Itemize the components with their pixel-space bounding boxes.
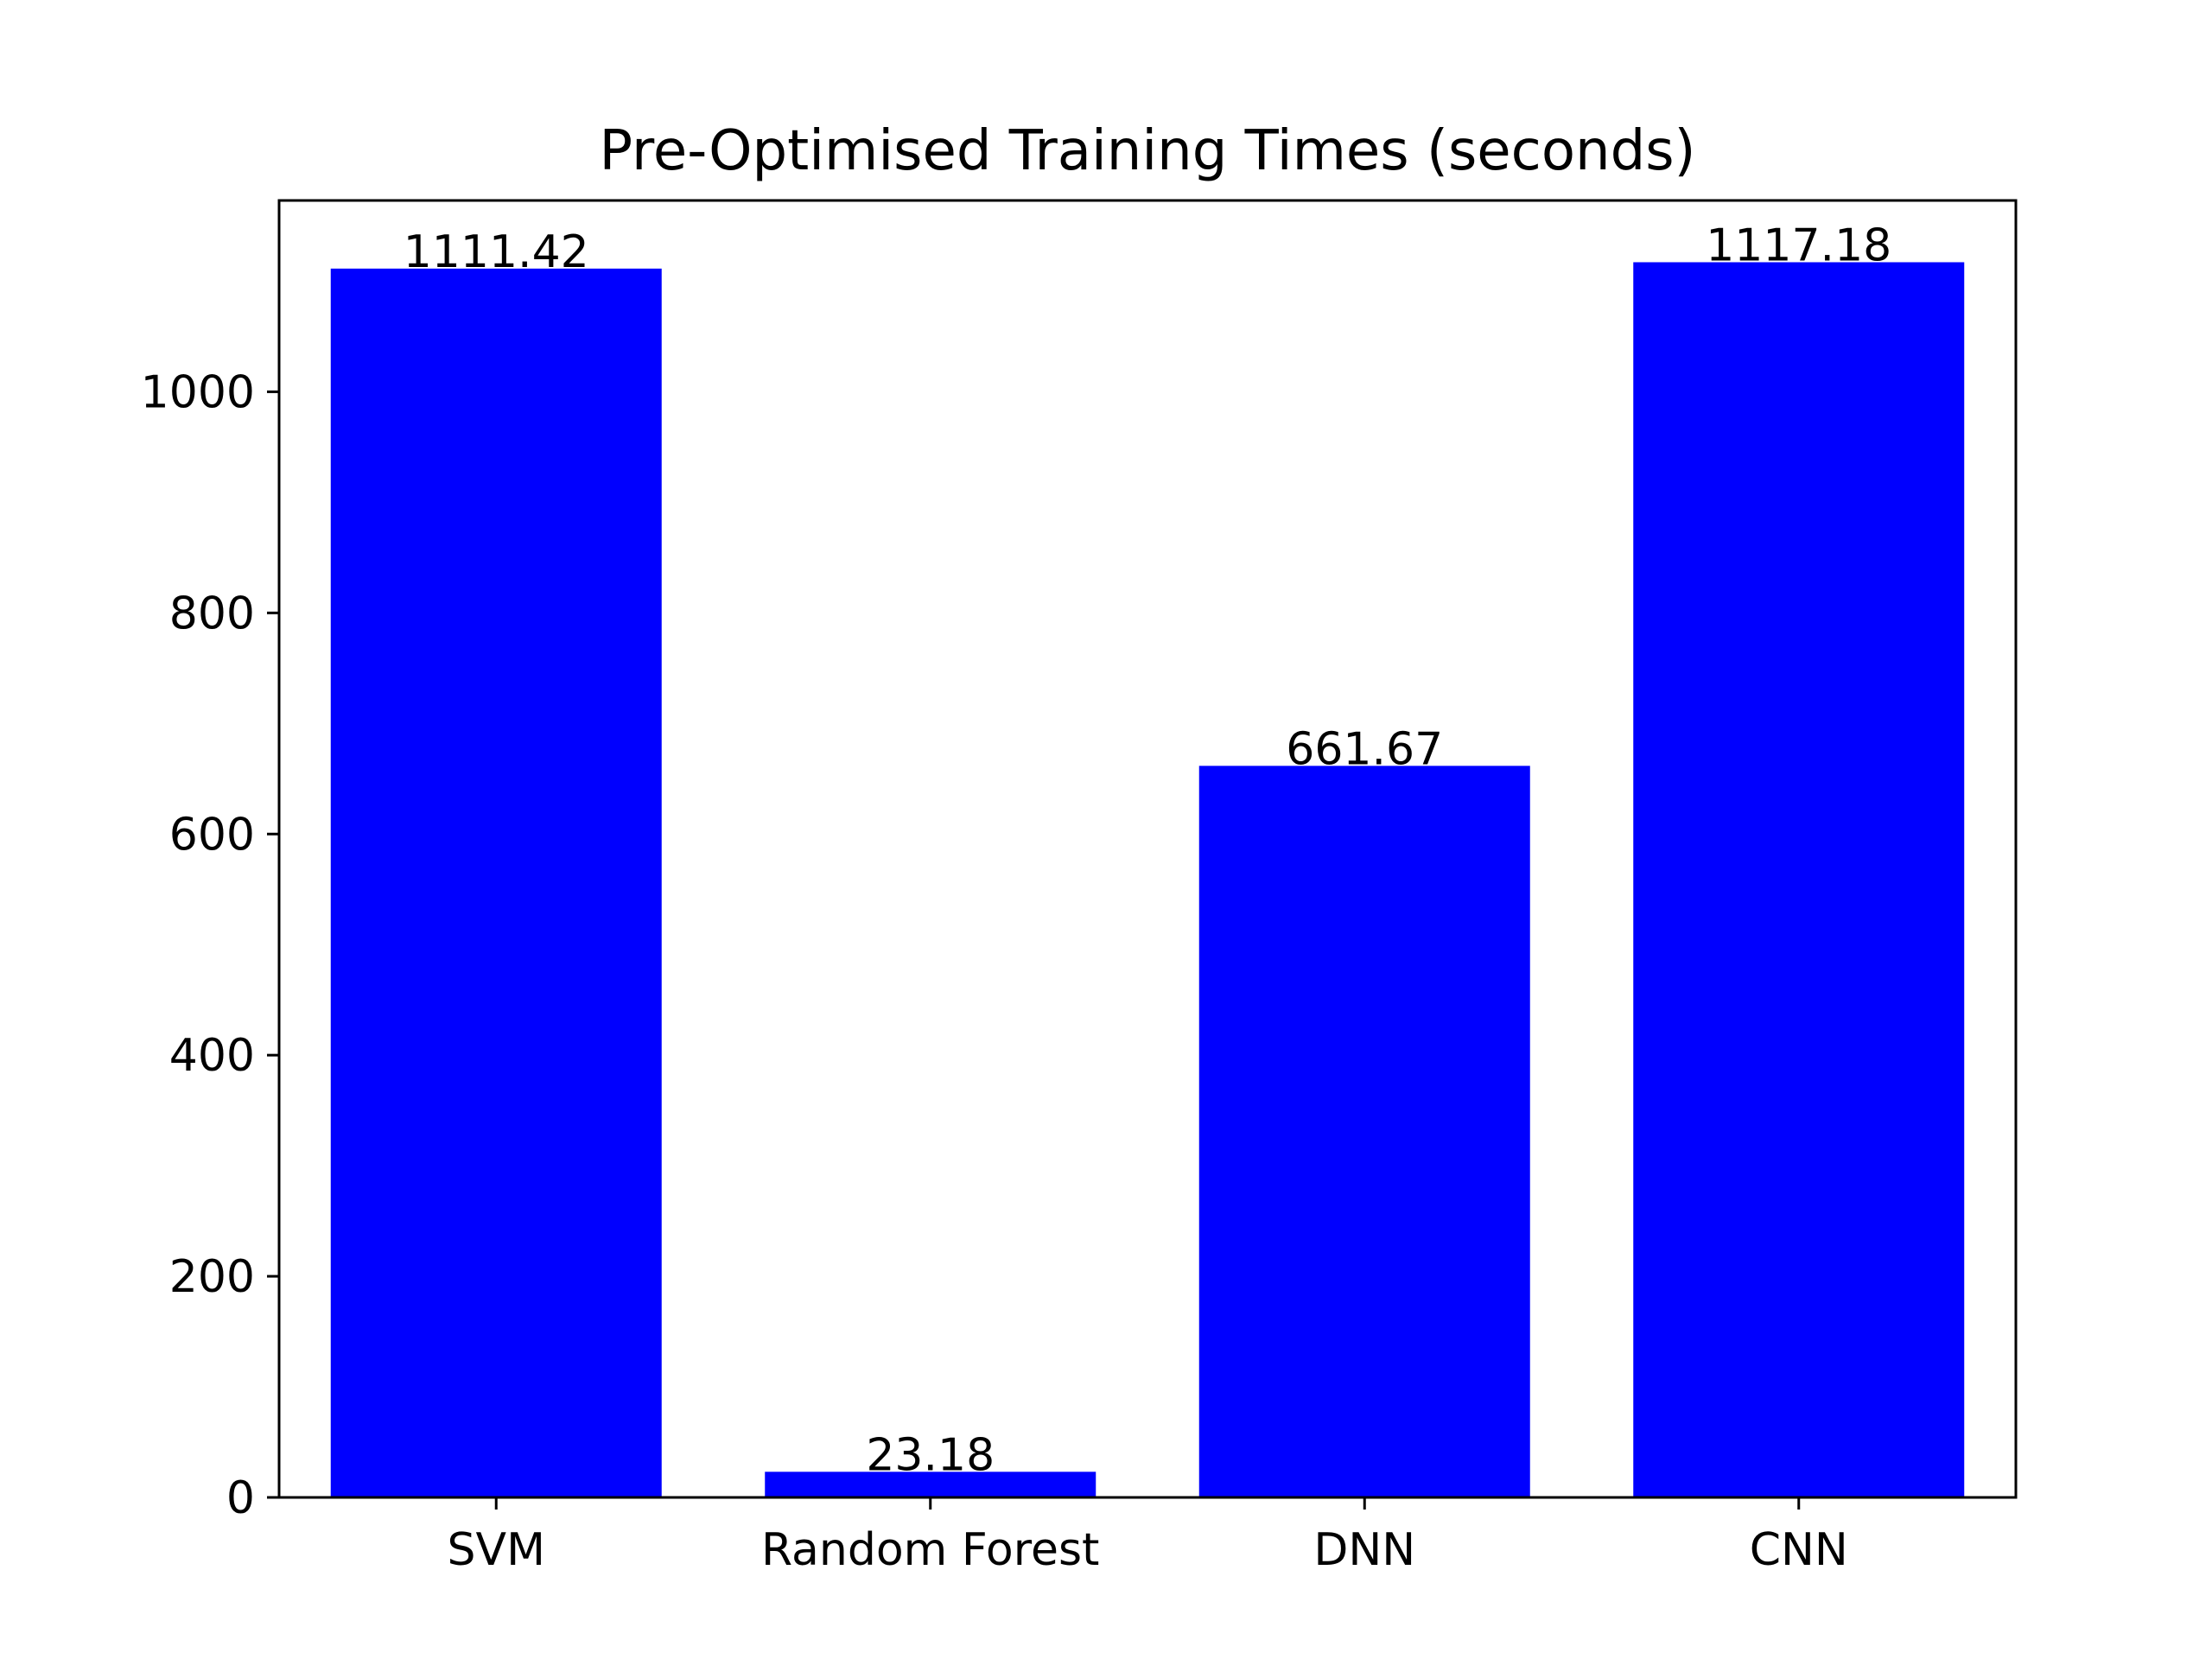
bars-layer [330,262,1965,1498]
bar-random-forest [765,1471,1096,1497]
y-tick-label: 800 [169,588,255,639]
x-tick-label: SVM [448,1524,545,1576]
data-label: 1117.18 [1706,219,1891,271]
y-tick-label: 600 [169,809,255,861]
x-tick-label: CNN [1750,1524,1848,1576]
data-label: 661.67 [1286,723,1443,775]
chart-title: Pre-Optimised Training Times (seconds) [599,119,1695,183]
axes-frame [277,199,2018,1499]
bar-cnn [1633,262,1965,1497]
bar-dnn [1198,766,1530,1497]
x-tick-label: Random Forest [761,1524,1099,1576]
y-tick-label: 200 [169,1251,255,1303]
x-tick-label: DNN [1313,1524,1415,1576]
y-axis: 0 200 400 600 800 1000 [141,366,279,1524]
data-label: 1111.42 [404,226,589,278]
y-tick-label: 400 [169,1030,255,1082]
data-labels: 1111.42 23.18 661.67 1117.18 [404,219,1892,1481]
data-label: 23.18 [866,1429,995,1481]
bar-svm [330,268,662,1498]
y-tick-label: 1000 [141,366,255,418]
y-tick-label: 0 [226,1472,255,1524]
x-axis: SVM Random Forest DNN CNN [448,1497,1848,1576]
